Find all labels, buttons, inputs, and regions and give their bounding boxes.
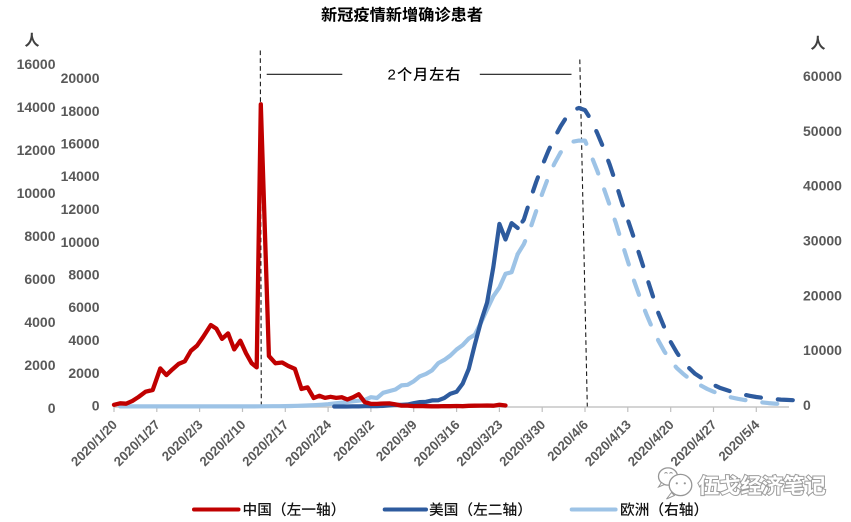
svg-text:6000: 6000 xyxy=(68,299,99,315)
svg-text:40000: 40000 xyxy=(803,178,842,194)
svg-text:60000: 60000 xyxy=(803,68,842,84)
svg-text:8000: 8000 xyxy=(24,228,55,244)
svg-text:10000: 10000 xyxy=(17,185,56,201)
svg-text:6000: 6000 xyxy=(24,271,55,287)
svg-text:10000: 10000 xyxy=(803,342,842,358)
svg-text:14000: 14000 xyxy=(17,99,56,115)
svg-text:20000: 20000 xyxy=(61,70,100,86)
svg-text:12000: 12000 xyxy=(61,201,100,217)
svg-text:4000: 4000 xyxy=(68,332,99,348)
svg-text:8000: 8000 xyxy=(68,267,99,283)
svg-text:50000: 50000 xyxy=(803,123,842,139)
svg-text:12000: 12000 xyxy=(17,142,56,158)
svg-text:0: 0 xyxy=(92,398,100,414)
svg-text:16000: 16000 xyxy=(17,56,56,72)
svg-text:2000: 2000 xyxy=(68,365,99,381)
svg-text:0: 0 xyxy=(48,400,56,416)
svg-text:20000: 20000 xyxy=(803,287,842,303)
svg-text:2: 2 xyxy=(388,67,396,84)
svg-text:14000: 14000 xyxy=(61,168,100,184)
svg-text:18000: 18000 xyxy=(61,103,100,119)
svg-text:0: 0 xyxy=(803,397,811,413)
svg-text:4000: 4000 xyxy=(24,314,55,330)
svg-text:2000: 2000 xyxy=(24,357,55,373)
svg-text:30000: 30000 xyxy=(803,233,842,249)
svg-text:16000: 16000 xyxy=(61,136,100,152)
svg-text:10000: 10000 xyxy=(61,234,100,250)
